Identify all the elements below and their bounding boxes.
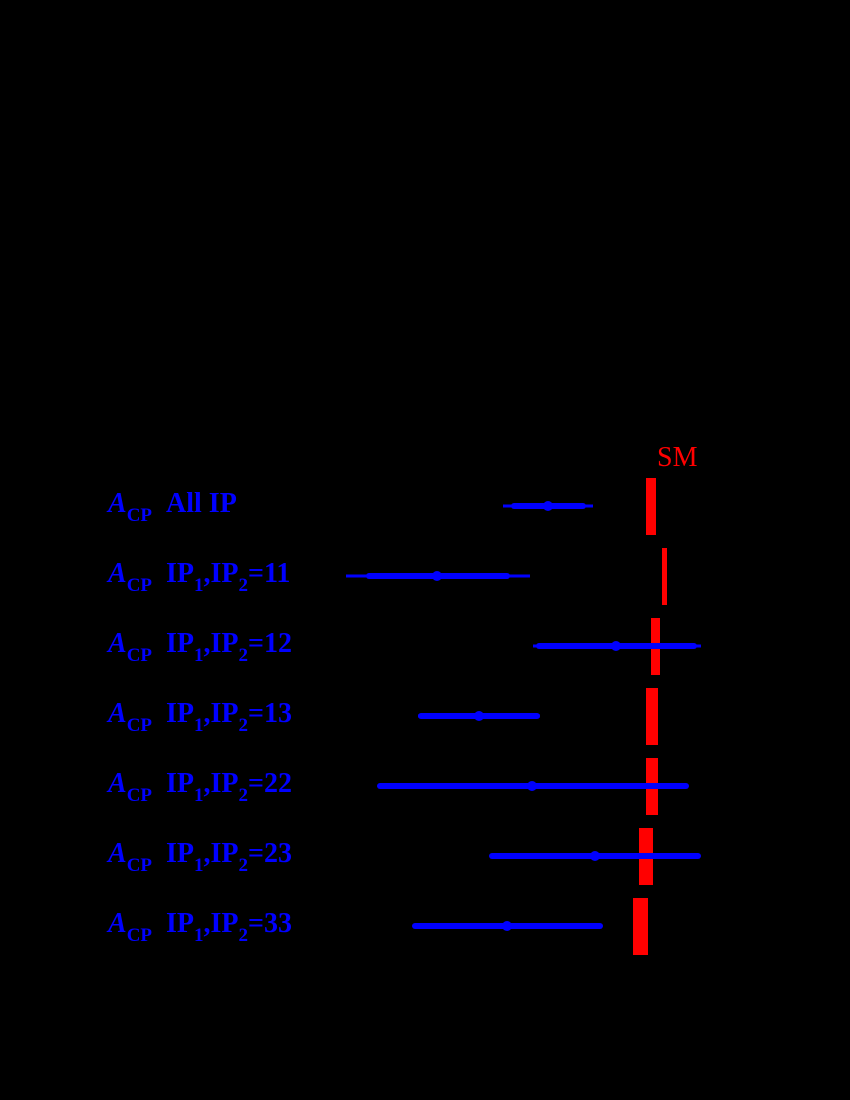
ip-text: IP xyxy=(166,558,195,589)
acp-subscript: CP xyxy=(126,785,153,806)
sm-prediction-band xyxy=(646,478,656,535)
acp-subscript: CP xyxy=(126,715,153,736)
central-value-marker xyxy=(590,851,600,861)
acp-symbol: A xyxy=(108,558,127,589)
ip-text: IP xyxy=(166,628,195,659)
ip-subscript: 1 xyxy=(194,925,204,946)
ip-text: IP xyxy=(166,838,195,869)
acp-symbol: A xyxy=(108,628,127,659)
ip-subscript: 2 xyxy=(238,855,249,876)
ip-subscript: 1 xyxy=(194,715,204,736)
row-label: ACP IP1,IP2=11 xyxy=(108,554,291,596)
ip-text: IP xyxy=(166,908,195,939)
row-label: ACP IP1,IP2=33 xyxy=(108,904,292,946)
acp-symbol: A xyxy=(108,488,127,519)
acp-symbol: A xyxy=(108,698,127,729)
ip-subscript: 1 xyxy=(194,855,204,876)
ip-subscript: 1 xyxy=(194,785,204,806)
acp-subscript: CP xyxy=(126,505,153,526)
acp-symbol: A xyxy=(108,768,127,799)
ip-subscript: 2 xyxy=(238,715,249,736)
ip-text: ,IP xyxy=(203,698,239,729)
ip-subscript: 1 xyxy=(194,575,204,596)
sm-prediction-band xyxy=(662,548,667,605)
row-label: ACP IP1,IP2=13 xyxy=(108,694,292,736)
ip-subscript: 1 xyxy=(194,645,204,666)
ip-text: ,IP xyxy=(203,838,239,869)
row-label: ACP IP1,IP2=12 xyxy=(108,624,292,666)
row-label: ACP All IP xyxy=(108,484,237,526)
acp-subscript: CP xyxy=(126,645,153,666)
ip-text: =23 xyxy=(248,838,292,869)
ip-subscript: 2 xyxy=(238,645,249,666)
ip-text: IP xyxy=(166,768,195,799)
acp-subscript: CP xyxy=(126,855,153,876)
ip-subscript: 2 xyxy=(238,925,249,946)
ip-subscript: 2 xyxy=(238,575,249,596)
central-value-marker xyxy=(432,571,442,581)
central-value-marker xyxy=(474,711,484,721)
ip-text: ,IP xyxy=(203,908,239,939)
central-value-marker xyxy=(543,501,553,511)
ip-text: ,IP xyxy=(203,558,239,589)
acp-subscript: CP xyxy=(126,575,153,596)
ip-text: All IP xyxy=(166,488,237,519)
ip-text: =12 xyxy=(248,628,292,659)
central-value-marker xyxy=(502,921,512,931)
acp-symbol: A xyxy=(108,838,127,869)
ip-text: =22 xyxy=(248,768,292,799)
row-label: ACP IP1,IP2=23 xyxy=(108,834,292,876)
central-value-marker xyxy=(527,781,537,791)
sm-prediction-band xyxy=(646,688,658,745)
acp-symbol: A xyxy=(108,908,127,939)
ip-text: ,IP xyxy=(203,768,239,799)
ip-text: =13 xyxy=(248,698,292,729)
ip-text: IP xyxy=(166,698,195,729)
sm-prediction-band xyxy=(633,898,648,955)
ip-subscript: 2 xyxy=(238,785,249,806)
ip-text: ,IP xyxy=(203,628,239,659)
sm-label: SM xyxy=(657,442,698,473)
acp-subscript: CP xyxy=(126,925,153,946)
ip-text: =11 xyxy=(248,558,291,589)
ip-text: =33 xyxy=(248,908,292,939)
central-value-marker xyxy=(611,641,621,651)
row-label: ACP IP1,IP2=22 xyxy=(108,764,292,806)
